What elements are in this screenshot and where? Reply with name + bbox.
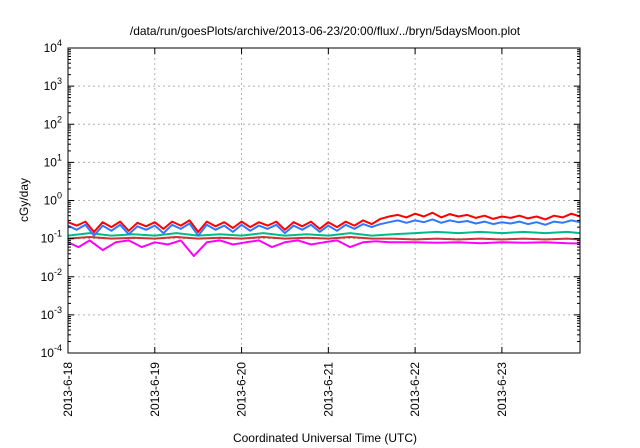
series-line	[67, 218, 581, 237]
x-tick-label: 2013-6-23	[495, 362, 509, 417]
x-tick-label: 2013-6-18	[61, 362, 75, 417]
y-tick-base: 10	[41, 232, 55, 246]
y-tick-base: 10	[44, 194, 58, 208]
y-tick-label: 102	[44, 114, 62, 131]
x-tick-label: 2013-6-21	[321, 362, 335, 417]
y-tick-exponent: 2	[57, 114, 62, 124]
chart-title: /data/run/goesPlots/archive/2013-06-23/2…	[130, 24, 521, 38]
series-line	[67, 236, 581, 241]
y-tick-label: 10-4	[41, 343, 62, 360]
y-tick-base: 10	[44, 117, 58, 131]
series-line	[67, 211, 581, 233]
y-axis-label: cGy/day	[17, 178, 31, 222]
y-tick-label: 101	[44, 152, 62, 169]
grid	[68, 48, 580, 353]
x-axis-label: Coordinated Universal Time (UTC)	[233, 431, 417, 445]
y-tick-exponent: -1	[54, 229, 62, 239]
y-tick-exponent: 1	[57, 152, 62, 162]
y-tick-label: 10-1	[41, 229, 62, 246]
y-tick-base: 10	[44, 41, 58, 55]
y-tick-base: 10	[41, 346, 55, 360]
y-tick-exponent: -3	[54, 305, 62, 315]
y-tick-base: 10	[41, 308, 55, 322]
x-tick-label: 2013-6-19	[148, 362, 162, 417]
y-tick-exponent: -2	[54, 267, 62, 277]
y-tick-label: 103	[44, 76, 62, 93]
series-line	[67, 230, 581, 237]
y-tick-exponent: 0	[57, 191, 62, 201]
x-tick-label: 2013-6-20	[235, 362, 249, 417]
y-tick-label: 104	[44, 38, 62, 55]
x-axis: 2013-6-18 2013-6-19 2013-6-20 2013-6-21 2013…	[61, 48, 509, 417]
series-line	[67, 239, 581, 257]
y-tick-base: 10	[41, 270, 55, 284]
y-tick-base: 10	[44, 79, 58, 93]
y-tick-label: 10-2	[41, 267, 62, 284]
y-tick-base: 10	[44, 155, 58, 169]
y-tick-exponent: 3	[57, 76, 62, 86]
x-tick-label: 2013-6-22	[408, 362, 422, 417]
y-tick-label: 100	[44, 191, 62, 208]
y-tick-exponent: 4	[57, 38, 62, 48]
series-group	[67, 211, 581, 257]
y-tick-exponent: -4	[54, 343, 62, 353]
y-tick-label: 10-3	[41, 305, 62, 322]
